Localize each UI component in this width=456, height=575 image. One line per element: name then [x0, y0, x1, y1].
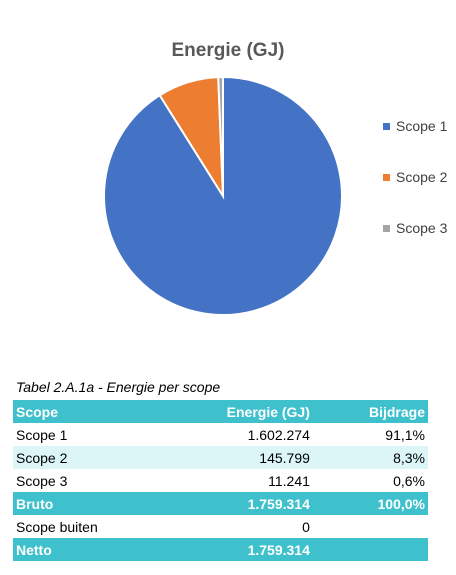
cell-contribution: 100,0% [312, 492, 428, 515]
cell-contribution: 91,1% [312, 423, 428, 446]
pie-slice-scope-3 [217, 75, 224, 197]
legend-item-scope-2: Scope 2 [383, 169, 447, 185]
chart-title: Energie (GJ) [171, 40, 285, 61]
cell-contribution: 0,6% [312, 469, 428, 492]
cell-energy: 1.759.314 [197, 492, 313, 515]
legend-item-scope-1: Scope 1 [383, 118, 447, 134]
cell-scope: Scope buiten [13, 515, 198, 538]
cell-scope: Netto [13, 538, 198, 561]
legend-label: Scope 1 [396, 118, 448, 134]
legend-label: Scope 2 [396, 169, 448, 185]
pie-chart [103, 75, 343, 316]
table-row: Scope buiten 0 [13, 515, 428, 538]
cell-contribution: 8,3% [312, 446, 428, 469]
table-caption: Tabel 2.A.1a - Energie per scope [16, 379, 221, 395]
cell-scope: Bruto [13, 492, 198, 515]
cell-energy: 1.602.274 [197, 423, 313, 446]
table-row-total: Bruto 1.759.314 100,0% [13, 492, 428, 515]
cell-scope: Scope 3 [13, 469, 198, 492]
legend-swatch [383, 224, 390, 232]
table-row: Scope 1 1.602.274 91,1% [13, 423, 428, 446]
cell-contribution [312, 538, 428, 561]
cell-scope: Scope 1 [13, 423, 198, 446]
header-energy: Energie (GJ) [197, 400, 313, 423]
legend-swatch [383, 122, 390, 130]
table-row: Scope 2 145.799 8,3% [13, 446, 428, 469]
cell-scope: Scope 2 [13, 446, 198, 469]
cell-contribution [312, 515, 428, 538]
header-scope: Scope [13, 400, 198, 423]
table-row: Scope 3 11.241 0,6% [13, 469, 428, 492]
table-header-row: Scope Energie (GJ) Bijdrage [13, 400, 428, 423]
header-contribution: Bijdrage [312, 400, 428, 423]
legend-item-scope-3: Scope 3 [383, 220, 447, 236]
cell-energy: 11.241 [197, 469, 313, 492]
legend-label: Scope 3 [396, 220, 448, 236]
energy-table: Scope Energie (GJ) Bijdrage Scope 1 1.60… [13, 400, 428, 561]
legend-swatch [383, 173, 390, 181]
cell-energy: 145.799 [197, 446, 313, 469]
table-row-net: Netto 1.759.314 [13, 538, 428, 561]
cell-energy: 1.759.314 [197, 538, 313, 561]
cell-energy: 0 [197, 515, 313, 538]
